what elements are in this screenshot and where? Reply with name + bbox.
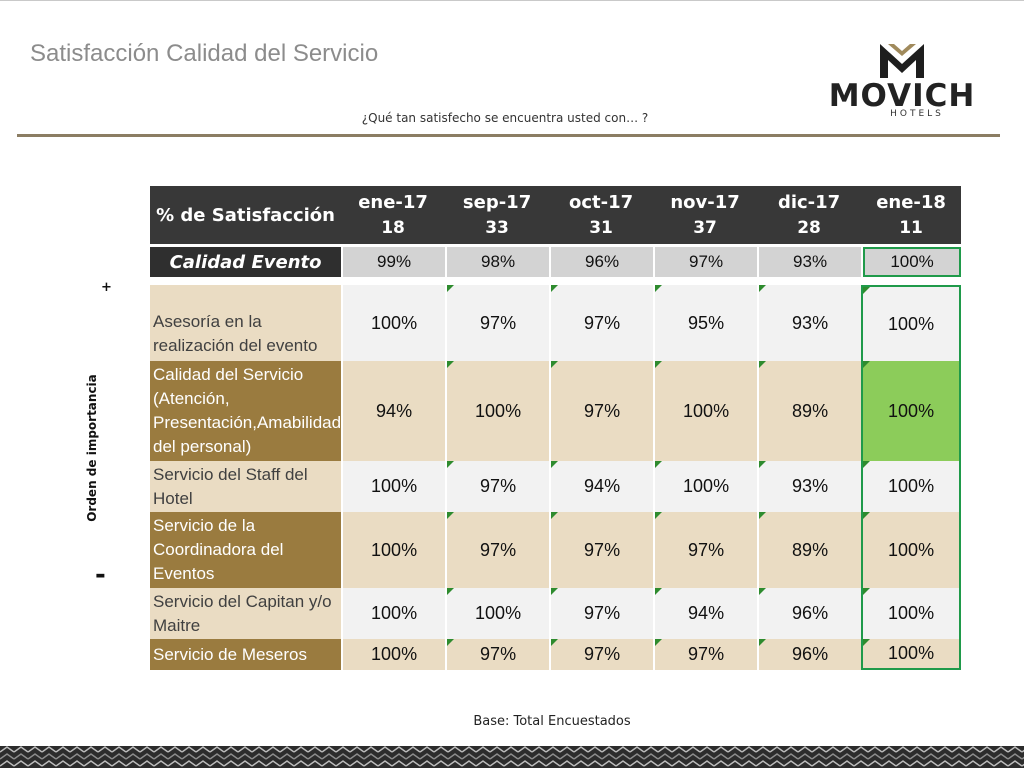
table-cell: 100% xyxy=(445,588,550,639)
table-row: Calidad del Servicio (Atención, Presenta… xyxy=(150,361,962,461)
brand-logo: MOVICH HOTELS xyxy=(816,40,988,122)
table-cell: 94% xyxy=(341,361,446,461)
column-header: oct-17 31 xyxy=(549,186,654,244)
table-cell: 97% xyxy=(445,461,550,512)
table-cell: 100% xyxy=(341,285,446,361)
table-cell: 93% xyxy=(757,285,862,361)
table-row: Servicio del Capitan y/o Maitre 100% 100… xyxy=(150,588,962,639)
table-cell: 93% xyxy=(757,461,862,512)
table-row: Servicio de Meseros 100% 97% 97% 97% 96%… xyxy=(150,639,962,670)
summary-cell-highlight: 100% xyxy=(861,247,962,277)
table-cell: 100% xyxy=(653,361,758,461)
table-cell: 100% xyxy=(445,361,550,461)
table-cell: 100% xyxy=(653,461,758,512)
page-title: Satisfacción Calidad del Servicio xyxy=(30,40,379,67)
table-cell: 97% xyxy=(549,285,654,361)
column-header: dic-17 28 xyxy=(757,186,862,244)
row-label: Servicio de la Coordinadora del Eventos xyxy=(150,512,342,588)
header-divider xyxy=(17,134,1000,137)
base-note: Base: Total Encuestados xyxy=(473,714,631,729)
summary-label: Calidad Evento xyxy=(150,247,342,277)
table-cell: 89% xyxy=(757,512,862,588)
summary-row: Calidad Evento 99% 98% 96% 97% 93% 100% xyxy=(150,247,962,277)
table-row: Servicio del Staff del Hotel 100% 97% 94… xyxy=(150,461,962,512)
column-header: ene-17 18 xyxy=(341,186,446,244)
row-label: Calidad del Servicio (Atención, Presenta… xyxy=(150,361,342,461)
row-label: Servicio del Capitan y/o Maitre xyxy=(150,588,342,639)
decorative-footer-band xyxy=(0,746,1024,768)
table-cell: 97% xyxy=(445,285,550,361)
table-cell-highlight: 100% xyxy=(861,588,962,639)
column-header: nov-17 37 xyxy=(653,186,758,244)
table-cell: 100% xyxy=(341,461,446,512)
summary-cell: 97% xyxy=(653,247,758,277)
summary-cell: 96% xyxy=(549,247,654,277)
summary-cell: 98% xyxy=(445,247,550,277)
table-cell: 97% xyxy=(549,639,654,670)
importance-plus: + xyxy=(101,280,112,295)
table-cell: 96% xyxy=(757,588,862,639)
table-row: Asesoría en la realización del evento 10… xyxy=(150,285,962,361)
logo-wordmark: MOVICH xyxy=(828,78,976,114)
table-cell: 97% xyxy=(653,639,758,670)
column-header: sep-17 33 xyxy=(445,186,550,244)
table-row: Servicio de la Coordinadora del Eventos … xyxy=(150,512,962,588)
summary-cell: 99% xyxy=(341,247,446,277)
table-cell: 100% xyxy=(341,588,446,639)
table-cell: 96% xyxy=(757,639,862,670)
table-cell-highlight: 100% xyxy=(861,461,962,512)
table-cell: 95% xyxy=(653,285,758,361)
table-cell: 97% xyxy=(549,588,654,639)
table-cell: 97% xyxy=(445,512,550,588)
table-cell: 94% xyxy=(549,461,654,512)
table-cell-highlight: 100% xyxy=(861,512,962,588)
movich-emblem-icon xyxy=(880,44,924,78)
table-cell: 97% xyxy=(653,512,758,588)
table-cell-highlight: 100% xyxy=(861,285,962,361)
table-header-row: % de Satisfacción ene-17 18 sep-17 33 oct-… xyxy=(150,186,962,244)
question-subtitle: ¿Qué tan satisfecho se encuentra usted c… xyxy=(361,111,649,125)
table-cell: 89% xyxy=(757,361,862,461)
summary-cell: 93% xyxy=(757,247,862,277)
satisfaction-table: % de Satisfacción ene-17 18 sep-17 33 oct-… xyxy=(150,186,962,670)
table-cell: 94% xyxy=(653,588,758,639)
row-label: Servicio del Staff del Hotel xyxy=(150,461,342,512)
table-cell-highlight: 100% xyxy=(861,639,962,670)
row-label: Servicio de Meseros xyxy=(150,639,342,670)
table-cell: 100% xyxy=(341,512,446,588)
importance-axis-label: Orden de importancia xyxy=(85,374,99,522)
column-header: ene-18 11 xyxy=(861,186,962,244)
header-satisfaction-label: % de Satisfacción xyxy=(150,186,342,244)
top-rule xyxy=(0,0,1024,1)
table-cell: 97% xyxy=(445,639,550,670)
zigzag-pattern-icon xyxy=(0,746,1024,768)
logo-subtitle: HOTELS xyxy=(890,109,944,119)
row-label: Asesoría en la realización del evento xyxy=(150,285,342,361)
importance-minus: - xyxy=(95,560,106,590)
table-cell: 97% xyxy=(549,361,654,461)
table-cell: 100% xyxy=(341,639,446,670)
table-cell: 97% xyxy=(549,512,654,588)
table-cell-highlight: 100% xyxy=(861,361,962,461)
